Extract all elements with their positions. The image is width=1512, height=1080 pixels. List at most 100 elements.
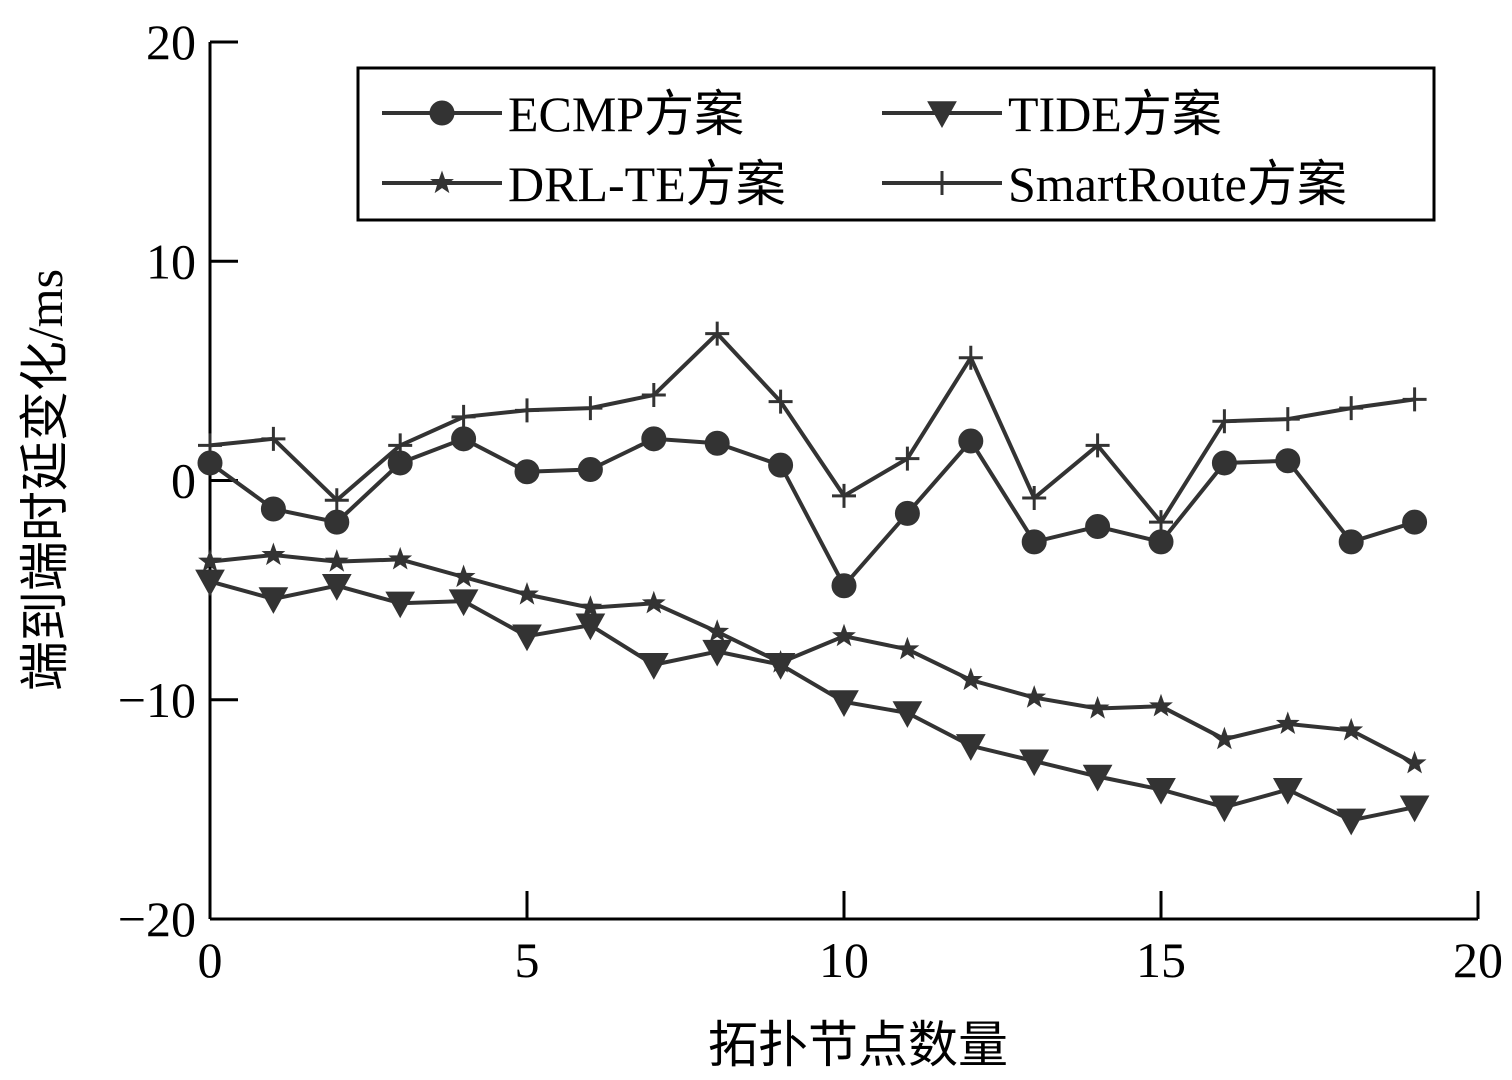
legend-label: ECMP方案	[508, 86, 744, 142]
data-point	[385, 591, 416, 619]
data-point	[1275, 711, 1300, 734]
data-point	[575, 613, 606, 641]
series-0	[197, 426, 1428, 599]
y-tick-label: −20	[118, 891, 196, 947]
data-point	[1209, 795, 1240, 823]
data-point	[448, 589, 479, 617]
series-layer	[195, 321, 1430, 836]
data-point	[641, 382, 666, 407]
data-point	[577, 457, 603, 483]
data-point	[1399, 795, 1430, 823]
legend-entry: TIDE方案	[882, 86, 1222, 142]
legend-label: DRL-TE方案	[508, 156, 786, 212]
data-point	[1022, 486, 1047, 511]
data-point	[324, 488, 349, 513]
data-point	[198, 433, 222, 458]
data-point	[831, 573, 857, 599]
data-point	[578, 595, 603, 618]
data-point	[641, 590, 666, 614]
data-point	[1212, 409, 1237, 434]
data-point	[1275, 407, 1300, 432]
data-point	[895, 636, 920, 660]
legend-marker	[930, 171, 954, 195]
legend-label: TIDE方案	[1008, 86, 1222, 142]
data-point	[832, 623, 856, 647]
data-point	[641, 426, 667, 452]
data-point	[768, 389, 793, 414]
data-point	[702, 639, 733, 667]
data-point	[515, 398, 539, 423]
x-tick-label: 15	[1136, 932, 1186, 988]
y-tick-label: 20	[146, 14, 196, 70]
data-point	[1149, 693, 1173, 717]
data-point	[451, 564, 476, 588]
data-point	[512, 624, 542, 652]
legend: ECMP方案 TIDE方案 DRL-TE方案 SmartRoute方案	[356, 66, 1436, 222]
legend-entry: DRL-TE方案	[382, 156, 786, 212]
y-tick-label: 0	[171, 453, 196, 509]
data-point	[958, 428, 984, 454]
data-point	[1085, 514, 1111, 540]
data-point	[261, 426, 286, 451]
data-point	[705, 619, 730, 642]
data-point	[1085, 433, 1110, 458]
data-point	[894, 500, 920, 526]
legend-entry: ECMP方案	[382, 86, 744, 142]
data-point	[955, 734, 986, 761]
data-point	[1338, 529, 1364, 555]
series-3	[198, 321, 1427, 535]
series-2	[198, 542, 1427, 774]
data-point	[1149, 510, 1173, 535]
legend-marker	[927, 101, 957, 129]
data-point	[1019, 749, 1050, 777]
x-tick-label: 20	[1453, 932, 1503, 988]
x-tick-label: 10	[819, 932, 869, 988]
legend-marker	[430, 170, 454, 194]
ticks: −20 −10 0 10 20 0 5 10 15 20	[118, 14, 1503, 988]
data-point	[1272, 777, 1303, 805]
y-axis-title: 端到端时延变化/ms	[17, 269, 73, 691]
series-line	[209, 330, 1415, 526]
data-point	[578, 396, 603, 421]
data-point	[1021, 529, 1047, 555]
data-point	[321, 574, 352, 601]
legend-marker	[429, 100, 455, 126]
data-point	[1211, 450, 1237, 476]
data-point	[514, 459, 540, 485]
data-point	[832, 483, 856, 508]
series-1	[195, 569, 1430, 836]
legend-entry: SmartRoute方案	[882, 156, 1347, 212]
data-point	[1402, 509, 1428, 535]
data-point	[895, 446, 920, 471]
x-axis-title: 拓扑节点数量	[708, 1017, 1008, 1073]
series-line	[209, 552, 1416, 766]
data-point	[638, 652, 669, 680]
data-point	[1339, 717, 1364, 741]
data-point	[451, 426, 477, 452]
legend-label: SmartRoute方案	[1008, 156, 1347, 212]
data-point	[195, 569, 225, 597]
data-point	[768, 452, 794, 478]
data-point	[388, 433, 413, 458]
data-point	[1336, 808, 1367, 836]
data-point	[958, 667, 983, 691]
data-point	[892, 701, 923, 728]
legend-box	[356, 66, 1436, 222]
data-point	[1082, 764, 1113, 792]
x-tick-label: 0	[198, 932, 223, 988]
data-point	[1212, 726, 1237, 750]
data-point	[198, 549, 222, 572]
data-point	[704, 430, 730, 456]
data-point	[958, 345, 983, 370]
data-point	[705, 321, 730, 346]
data-point	[1402, 750, 1427, 774]
data-point	[515, 581, 539, 605]
data-point	[1146, 777, 1176, 805]
data-point	[1339, 396, 1364, 421]
x-tick-label: 5	[515, 932, 540, 988]
data-point	[1085, 695, 1110, 719]
data-point	[1022, 685, 1047, 708]
data-point	[768, 650, 793, 673]
data-point	[324, 549, 349, 572]
